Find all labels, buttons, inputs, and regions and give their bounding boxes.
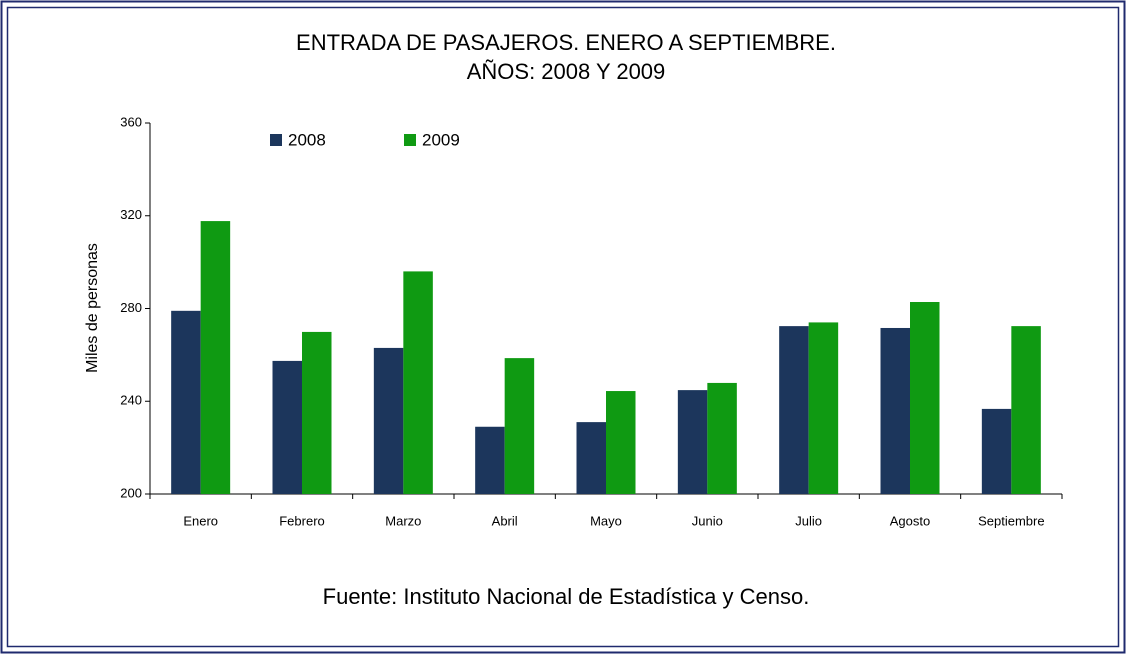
x-tick-label: Mayo: [590, 513, 622, 528]
source-note: Fuente: Instituto Nacional de Estadístic…: [323, 584, 810, 609]
bar: [272, 360, 302, 494]
x-tick-label: Febrero: [279, 513, 325, 528]
frame-inner: [6, 6, 1120, 648]
x-tick-label: Agosto: [890, 513, 930, 528]
bar: [981, 408, 1012, 494]
y-tick-label: 280: [120, 300, 142, 315]
bar: [677, 390, 708, 494]
bar: [606, 391, 636, 494]
bar: [1011, 326, 1041, 494]
legend-label: 2008: [288, 130, 326, 149]
legend-label: 2009: [422, 130, 460, 149]
bar: [910, 302, 940, 494]
legend-swatch: [270, 134, 282, 146]
bar: [576, 422, 606, 494]
chart-subtitle: AÑOS: 2008 Y 2009: [467, 59, 666, 84]
bar: [504, 358, 535, 494]
bar: [779, 326, 809, 494]
x-tick-label: Marzo: [385, 513, 421, 528]
x-tick-label: Abril: [492, 513, 518, 528]
x-tick-label: Enero: [183, 513, 218, 528]
bar: [475, 426, 505, 494]
legend-swatch: [404, 134, 416, 146]
y-tick-label: 240: [120, 393, 142, 408]
bar: [808, 322, 839, 494]
bar: [200, 221, 231, 494]
x-tick-label: Junio: [692, 513, 723, 528]
y-tick-label: 360: [120, 114, 142, 129]
bar: [403, 271, 433, 494]
bar: [880, 327, 910, 494]
bar: [171, 310, 201, 494]
bar: [373, 347, 404, 494]
y-tick-label: 200: [120, 485, 142, 500]
bar: [302, 331, 332, 494]
y-axis-label: Miles de personas: [84, 243, 101, 373]
y-tick-label: 320: [120, 207, 142, 222]
x-tick-label: Septiembre: [978, 513, 1044, 528]
x-tick-label: Julio: [795, 513, 822, 528]
chart-title: ENTRADA DE PASAJEROS. ENERO A SEPTIEMBRE…: [296, 30, 836, 55]
bar: [707, 382, 737, 494]
